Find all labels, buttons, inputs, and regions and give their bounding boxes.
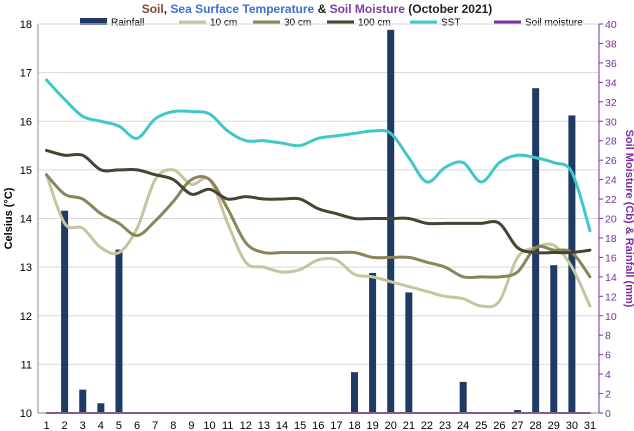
axes: 1011121314151617180246810121416182022242…: [20, 19, 617, 431]
legend-label: SST: [441, 18, 460, 29]
title-part-2: Sea Surface Temperature: [170, 2, 314, 16]
y-tick-left: 13: [20, 262, 32, 274]
y-tick-left: 10: [20, 408, 32, 420]
title-part-4: Soil Moisture: [330, 2, 406, 16]
rainfall-bars: [61, 29, 576, 414]
rainfall-bar: [550, 265, 558, 413]
y-tick-right: 38: [605, 38, 617, 50]
y-tick-right: 30: [605, 116, 617, 128]
rainfall-bar: [387, 29, 395, 414]
rainfall-bar: [350, 372, 358, 413]
y-tick-left: 18: [20, 19, 32, 31]
y-tick-right: 8: [605, 330, 611, 342]
y-tick-right: 10: [605, 311, 617, 323]
series-line-100-cm: [45, 148, 592, 255]
y-tick-right: 34: [605, 77, 617, 89]
x-tick: 10: [203, 420, 215, 431]
x-tick: 26: [493, 420, 505, 431]
y-tick-right: 6: [605, 350, 611, 362]
legend-label: 30 cm: [284, 18, 311, 29]
y-tick-right: 26: [605, 155, 617, 167]
rainfall-bar: [97, 403, 105, 413]
rainfall-bar: [514, 410, 522, 413]
x-tick: 17: [330, 420, 342, 431]
x-tick: 1: [43, 420, 49, 431]
x-tick: 6: [134, 420, 140, 431]
x-tick: 29: [548, 420, 560, 431]
y-tick-right: 0: [605, 408, 611, 420]
x-tick: 13: [258, 420, 270, 431]
x-tick: 15: [294, 420, 306, 431]
y-tick-right: 18: [605, 233, 617, 245]
x-tick: 16: [312, 420, 324, 431]
y-tick-right: 20: [605, 214, 617, 226]
x-tick: 28: [530, 420, 542, 431]
legend-label: Soil moisture: [525, 18, 583, 29]
rainfall-bar: [79, 389, 87, 413]
x-tick: 8: [170, 420, 176, 431]
title-part-1: ,: [164, 2, 171, 16]
y-tick-right: 32: [605, 97, 617, 109]
y-tick-left: 12: [20, 311, 32, 323]
x-tick: 18: [348, 420, 360, 431]
y-tick-left: 15: [20, 165, 32, 177]
x-tick: 14: [276, 420, 288, 431]
x-tick: 30: [566, 420, 578, 431]
x-tick: 3: [80, 420, 86, 431]
legend: Rainfall 10 cm 30 cm 100 cm SST Soil moisture: [80, 18, 583, 29]
rainfall-bar: [115, 249, 123, 413]
x-tick: 5: [116, 420, 122, 431]
y-tick-left: 17: [20, 68, 32, 80]
series-line-10-cm: [45, 168, 592, 309]
y-tick-right: 4: [605, 369, 611, 381]
y-tick-right: 14: [605, 272, 617, 284]
x-tick: 11: [222, 420, 233, 431]
y-tick-right: 36: [605, 58, 617, 70]
rainfall-bar: [405, 292, 413, 413]
y-axis-label-right: Soil Moisture (Cb) & Rainfall (mm): [623, 130, 634, 308]
y-tick-left: 14: [20, 214, 32, 226]
rainfall-bar: [61, 210, 69, 413]
y-tick-left: 16: [20, 116, 32, 128]
rainfall-bar: [532, 88, 540, 413]
y-tick-right: 16: [605, 252, 617, 264]
legend-label: 10 cm: [210, 18, 237, 29]
series-line-30-cm: [45, 173, 592, 280]
x-tick: 9: [188, 420, 194, 431]
legend-label: 100 cm: [358, 18, 391, 29]
x-tick: 2: [62, 420, 68, 431]
x-tick: 23: [439, 420, 451, 431]
title-part-5: (October 2021): [405, 2, 492, 16]
y-tick-right: 22: [605, 194, 617, 206]
x-tick: 20: [385, 420, 397, 431]
x-tick: 21: [403, 420, 415, 431]
x-tick: 19: [366, 420, 378, 431]
rainfall-bar: [568, 115, 576, 413]
series-lines: [45, 78, 592, 415]
y-tick-left: 11: [21, 359, 32, 371]
series-line-sst: [45, 78, 592, 233]
x-tick: 12: [240, 420, 252, 431]
y-axis-label-left: Celsius (°C): [3, 187, 15, 249]
legend-swatch: [80, 18, 107, 25]
chart-title: Soil, Sea Surface Temperature & Soil Moi…: [142, 2, 493, 16]
x-tick: 4: [98, 420, 104, 431]
y-tick-right: 40: [605, 19, 617, 31]
title-part-0: Soil: [142, 2, 164, 16]
x-tick: 27: [511, 420, 523, 431]
rainfall-bar: [459, 381, 467, 413]
rainfall-bar: [369, 272, 377, 413]
x-tick: 31: [584, 420, 596, 431]
y-tick-right: 2: [605, 389, 611, 401]
x-tick: 24: [457, 420, 469, 431]
y-tick-right: 24: [605, 175, 617, 187]
y-tick-right: 28: [605, 136, 617, 148]
x-tick: 22: [421, 420, 433, 431]
x-tick: 7: [152, 420, 158, 431]
x-tick: 25: [475, 420, 487, 431]
legend-label: Rainfall: [111, 18, 144, 29]
title-part-3: &: [314, 2, 329, 16]
y-tick-right: 12: [605, 291, 617, 303]
